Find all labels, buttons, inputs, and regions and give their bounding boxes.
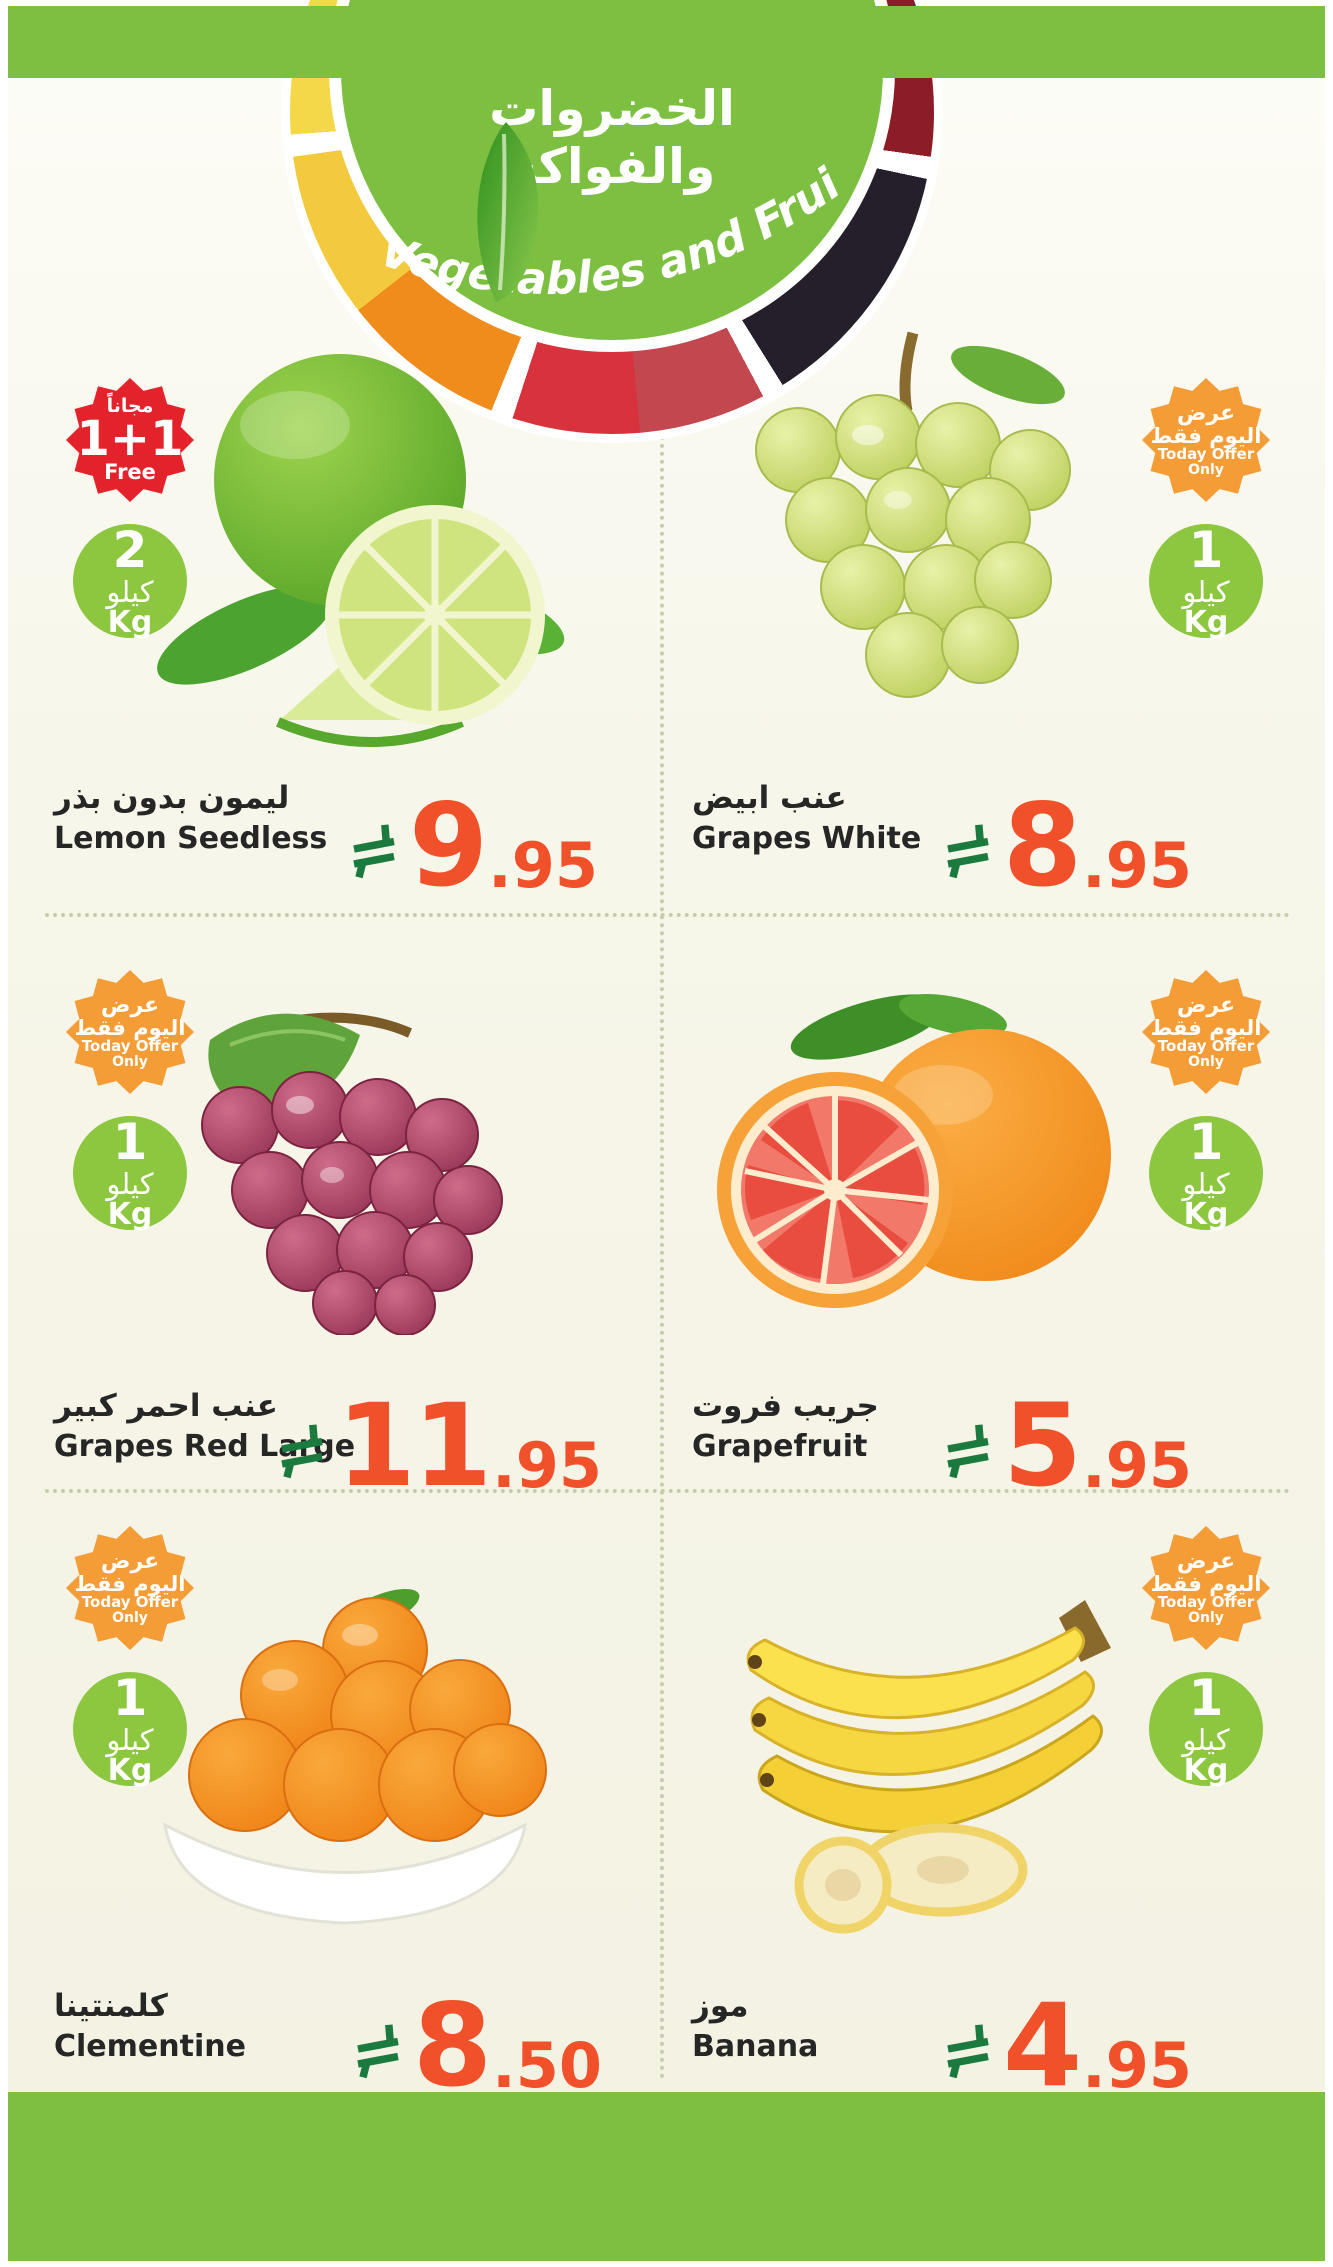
saudi-riyal-icon [947, 824, 989, 879]
red-grapes-product-image [201, 1012, 503, 1335]
product-card-grapefruit[interactable]: عرض اليوم فقط Today Offer Only 1 كيلو Kg [678, 930, 1300, 1513]
today-offer-badge: عرض اليوم فقط Today Offer Only [66, 1526, 194, 1650]
lime-product-image [157, 354, 565, 747]
saudi-riyal-icon [353, 824, 395, 879]
product-card-lemon-seedless[interactable]: مجاناً 1+1 Free 2 كيلو Kg ليمون [40, 270, 662, 918]
row-separator-2 [45, 1489, 1290, 1493]
product-card-grapes-red-large[interactable]: عرض اليوم فقط Today Offer Only 1 كيلو Kg [40, 930, 662, 1513]
product-card-grapes-white[interactable]: عرض اليوم فقط Today Offer Only 1 كيلو Kg [678, 270, 1300, 918]
price-integer: 4 [1002, 1979, 1082, 2113]
free-1plus1-badge: مجاناً 1+1 Free [66, 378, 194, 502]
row-separator-1 [45, 913, 1290, 917]
saudi-riyal-icon [280, 1424, 323, 1479]
grapefruit-product-image [717, 994, 1111, 1308]
price: 11 .95 [277, 1358, 602, 1513]
quantity-badge: 1 كيلو Kg [1149, 1116, 1263, 1230]
product-name-arabic: كلمنتينا [54, 1988, 168, 2024]
price-decimal: .95 [492, 1428, 602, 1502]
price-decimal: .95 [488, 828, 598, 902]
price-decimal: .50 [492, 2028, 602, 2102]
quantity-badge: 2 كيلو Kg [73, 524, 187, 638]
footer-green-bar [8, 2092, 1325, 2261]
price-decimal: .95 [1082, 1428, 1192, 1502]
price: 8 .50 [353, 1958, 602, 2113]
header-title-arabic-line2: والفواكه [508, 138, 716, 195]
banana-product-image [746, 1600, 1111, 1934]
product-card-banana[interactable]: عرض اليوم فقط Today Offer Only 1 كيلو Kg… [678, 1500, 1300, 2113]
quantity-badge: 1 كيلو Kg [73, 1672, 187, 1786]
white-grapes-product-image [755, 331, 1071, 698]
quantity-badge: 1 كيلو Kg [1149, 1672, 1263, 1786]
price: 8 .95 [943, 758, 1192, 913]
product-name-english: Grapes White [692, 821, 922, 856]
price-integer: 8 [1002, 779, 1082, 913]
product-name-arabic: جريب فروت [692, 1388, 879, 1424]
price-integer: 5 [1002, 1379, 1082, 1513]
today-offer-badge: عرض اليوم فقط Today Offer Only [66, 970, 194, 1094]
saudi-riyal-icon [947, 2024, 989, 2079]
product-name-english: Clementine [54, 2029, 246, 2064]
saudi-riyal-icon [947, 1424, 989, 1479]
quantity-badge: 1 كيلو Kg [1149, 524, 1263, 638]
today-offer-badge: عرض اليوم فقط Today Offer Only [1142, 378, 1270, 502]
today-offer-badge: عرض اليوم فقط Today Offer Only [1142, 970, 1270, 1094]
price-integer: 11 [336, 1379, 493, 1513]
price-decimal: .95 [1082, 828, 1192, 902]
clementine-product-image [163, 1589, 547, 1925]
header-green-bar [8, 6, 1325, 78]
product-card-clementine[interactable]: عرض اليوم فقط Today Offer Only 1 كيلو Kg… [40, 1500, 662, 2113]
column-separator [660, 300, 664, 2080]
product-name-arabic: عنب ابيض [692, 780, 847, 816]
price: 5 .95 [943, 1358, 1192, 1513]
leaf-icon [477, 122, 539, 302]
price-integer: 9 [408, 779, 488, 913]
header-title-arabic-line1: الخضروات [489, 80, 735, 137]
price-integer: 8 [412, 1979, 492, 2113]
product-name-arabic: موز [692, 1988, 749, 2024]
product-name-english: Grapefruit [692, 1429, 868, 1464]
saudi-riyal-icon [357, 2024, 399, 2079]
quantity-badge: 1 كيلو Kg [73, 1116, 187, 1230]
product-name-arabic: ليمون بدون بذر [54, 780, 290, 816]
price: 9 .95 [349, 758, 598, 913]
today-offer-badge: عرض اليوم فقط Today Offer Only [1142, 1526, 1270, 1650]
product-name-english: Lemon Seedless [54, 821, 328, 856]
price: 4 .95 [943, 1958, 1192, 2113]
product-name-arabic: عنب احمر كبير [54, 1388, 278, 1424]
product-name-english: Banana [692, 2029, 819, 2064]
price-decimal: .95 [1082, 2028, 1192, 2102]
